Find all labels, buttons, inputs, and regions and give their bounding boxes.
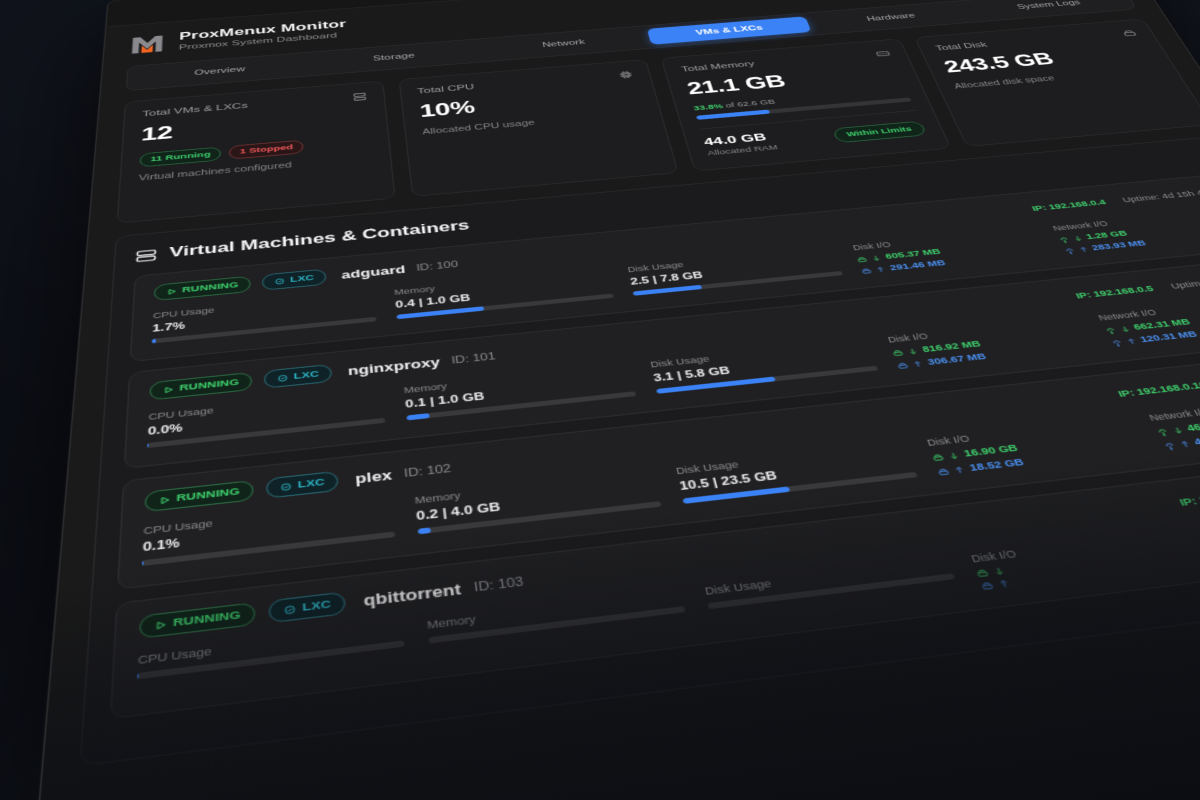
status-label: RUNNING (179, 377, 240, 394)
network-icon (1110, 339, 1123, 347)
tab-system-logs[interactable]: System Logs (1015, 0, 1083, 11)
metric-disk-io: Disk I/O 16.90 GB 18.52 GB (925, 415, 1146, 477)
vm-name: plex (354, 466, 393, 487)
tab-vms-lxcs[interactable]: VMs & LXCs (646, 16, 812, 45)
card-title: Total CPU (416, 83, 475, 96)
pill-running: 11 Running (139, 146, 222, 168)
status-label: RUNNING (172, 608, 241, 630)
network-icon (1104, 326, 1117, 334)
hard-drive-icon (861, 267, 873, 275)
tab-overview[interactable]: Overview (194, 65, 246, 78)
status-badge-running: RUNNING (153, 275, 252, 302)
vm-uptime: Uptime: 4d 15h 49m (1120, 187, 1200, 205)
status-badge-running: RUNNING (138, 601, 256, 639)
status-badge-running: RUNNING (144, 479, 255, 513)
vm-name: qbittorrent (363, 580, 462, 610)
containers-icon (135, 247, 157, 263)
hard-drive-icon (856, 255, 868, 262)
memory-of-total: of 62.6 GB (721, 98, 777, 110)
app-header: ProxMenux Monitor Proxmox System Dashboa… (103, 0, 1140, 62)
metric-disk: Disk Usage 2.5 | 7.8 GB (627, 246, 844, 296)
type-badge-lxc: LXC (262, 268, 327, 291)
status-label: RUNNING (176, 485, 240, 505)
metric-memory: Memory 0.4 | 1.0 GB (394, 268, 615, 320)
vm-ip: IP: 192.168.0.5 (1074, 284, 1156, 302)
hard-drive-icon (931, 452, 945, 461)
metric-network-io: Network I/O 467.39 GB 48.74 GB (1147, 391, 1200, 451)
hard-drive-icon (1121, 29, 1139, 38)
metric-disk: Disk Usage 3.1 | 5.8 GB (649, 338, 879, 394)
proxmenux-m-logo (128, 32, 166, 56)
vm-id: ID: 101 (450, 350, 497, 366)
card-total-memory: Total Memory 21.1 GB 33.8% of 62.6 GB 44… (660, 38, 951, 172)
card-total-vms: Total VMs & LXCs 12 11 Running 1 Stopped… (116, 80, 396, 224)
within-limits-badge: Within Limits (831, 120, 927, 143)
vm-id: ID: 103 (473, 574, 525, 595)
metric-disk-io: Disk I/O (969, 528, 1200, 592)
metric-memory: Memory 0.2 | 4.0 GB (414, 468, 662, 535)
type-badge-lxc: LXC (264, 363, 333, 389)
card-title: Total Disk (934, 40, 989, 53)
status-badge-running: RUNNING (149, 371, 253, 401)
hard-drive-icon (937, 467, 951, 476)
metric-disk-io: Disk I/O 816.92 MB 306.67 MB (886, 316, 1094, 371)
type-badge-lxc: LXC (269, 591, 347, 624)
vm-ip: IP: 192.168.0.4 (1030, 198, 1108, 214)
server-stack-icon (352, 92, 367, 102)
vm-section: Virtual Machines & Containers RUNNING LX… (79, 135, 1200, 767)
vm-list: RUNNING LXC adguard ID: 100 IP: 192.168.… (109, 173, 1200, 720)
card-total-disk: Total Disk 243.5 GB Allocated disk space (913, 18, 1200, 147)
vm-ip: IP: 192.168.0.7 (1177, 487, 1200, 510)
vm-name: nginxproxy (347, 354, 441, 379)
brand-text: ProxMenux Monitor Proxmox System Dashboa… (179, 18, 348, 51)
type-badge-lxc: LXC (266, 470, 340, 499)
card-title: Total Memory (680, 60, 756, 74)
network-icon (1155, 427, 1169, 436)
vm-name: adguard (341, 262, 406, 282)
network-icon (1057, 236, 1069, 243)
hard-drive-icon (980, 581, 995, 592)
metric-cpu: CPU Usage 1.7% (151, 290, 377, 344)
memory-percent: 33.8% (692, 102, 725, 113)
vm-ip: IP: 192.168.0.16 (1116, 379, 1200, 400)
metric-disk-io: Disk I/O 605.37 MB 291.46 MB (852, 226, 1049, 275)
dashboard-window: Node: constructor Healthy Uptime: 5 days… (21, 0, 1200, 800)
tab-hardware[interactable]: Hardware (865, 12, 917, 23)
type-label: LXC (293, 368, 320, 382)
hard-drive-icon (892, 348, 905, 356)
hard-drive-icon (897, 361, 910, 369)
metric-memory: Memory 0.1 | 1.0 GB (404, 362, 637, 421)
card-title: Total VMs & LXCs (142, 101, 248, 119)
card-total-cpu: Total CPU 10% Allocated CPU usage (398, 59, 679, 197)
hard-drive-icon (976, 568, 991, 579)
vm-id: ID: 102 (403, 462, 452, 480)
metric-network-io: Network I/O 662.31 MB 120.31 MB (1097, 294, 1200, 348)
type-label: LXC (289, 273, 315, 285)
tab-network[interactable]: Network (541, 38, 586, 50)
vm-uptime: Uptime: 4d 15h 49m (1169, 272, 1200, 292)
metric-disk: Disk Usage 10.5 | 23.5 GB (675, 440, 919, 504)
memory-stick-icon (874, 49, 891, 58)
pill-stopped: 1 Stopped (229, 139, 304, 160)
vm-id: ID: 100 (415, 259, 459, 273)
network-icon (1162, 441, 1176, 450)
cpu-icon (618, 70, 634, 79)
type-label: LXC (297, 476, 325, 491)
tab-storage[interactable]: Storage (372, 51, 416, 63)
metric-network-io: Network I/O 1.28 GB 283.93 MB (1051, 208, 1200, 256)
type-label: LXC (302, 597, 332, 615)
status-label: RUNNING (181, 280, 239, 295)
network-icon (1063, 247, 1075, 254)
